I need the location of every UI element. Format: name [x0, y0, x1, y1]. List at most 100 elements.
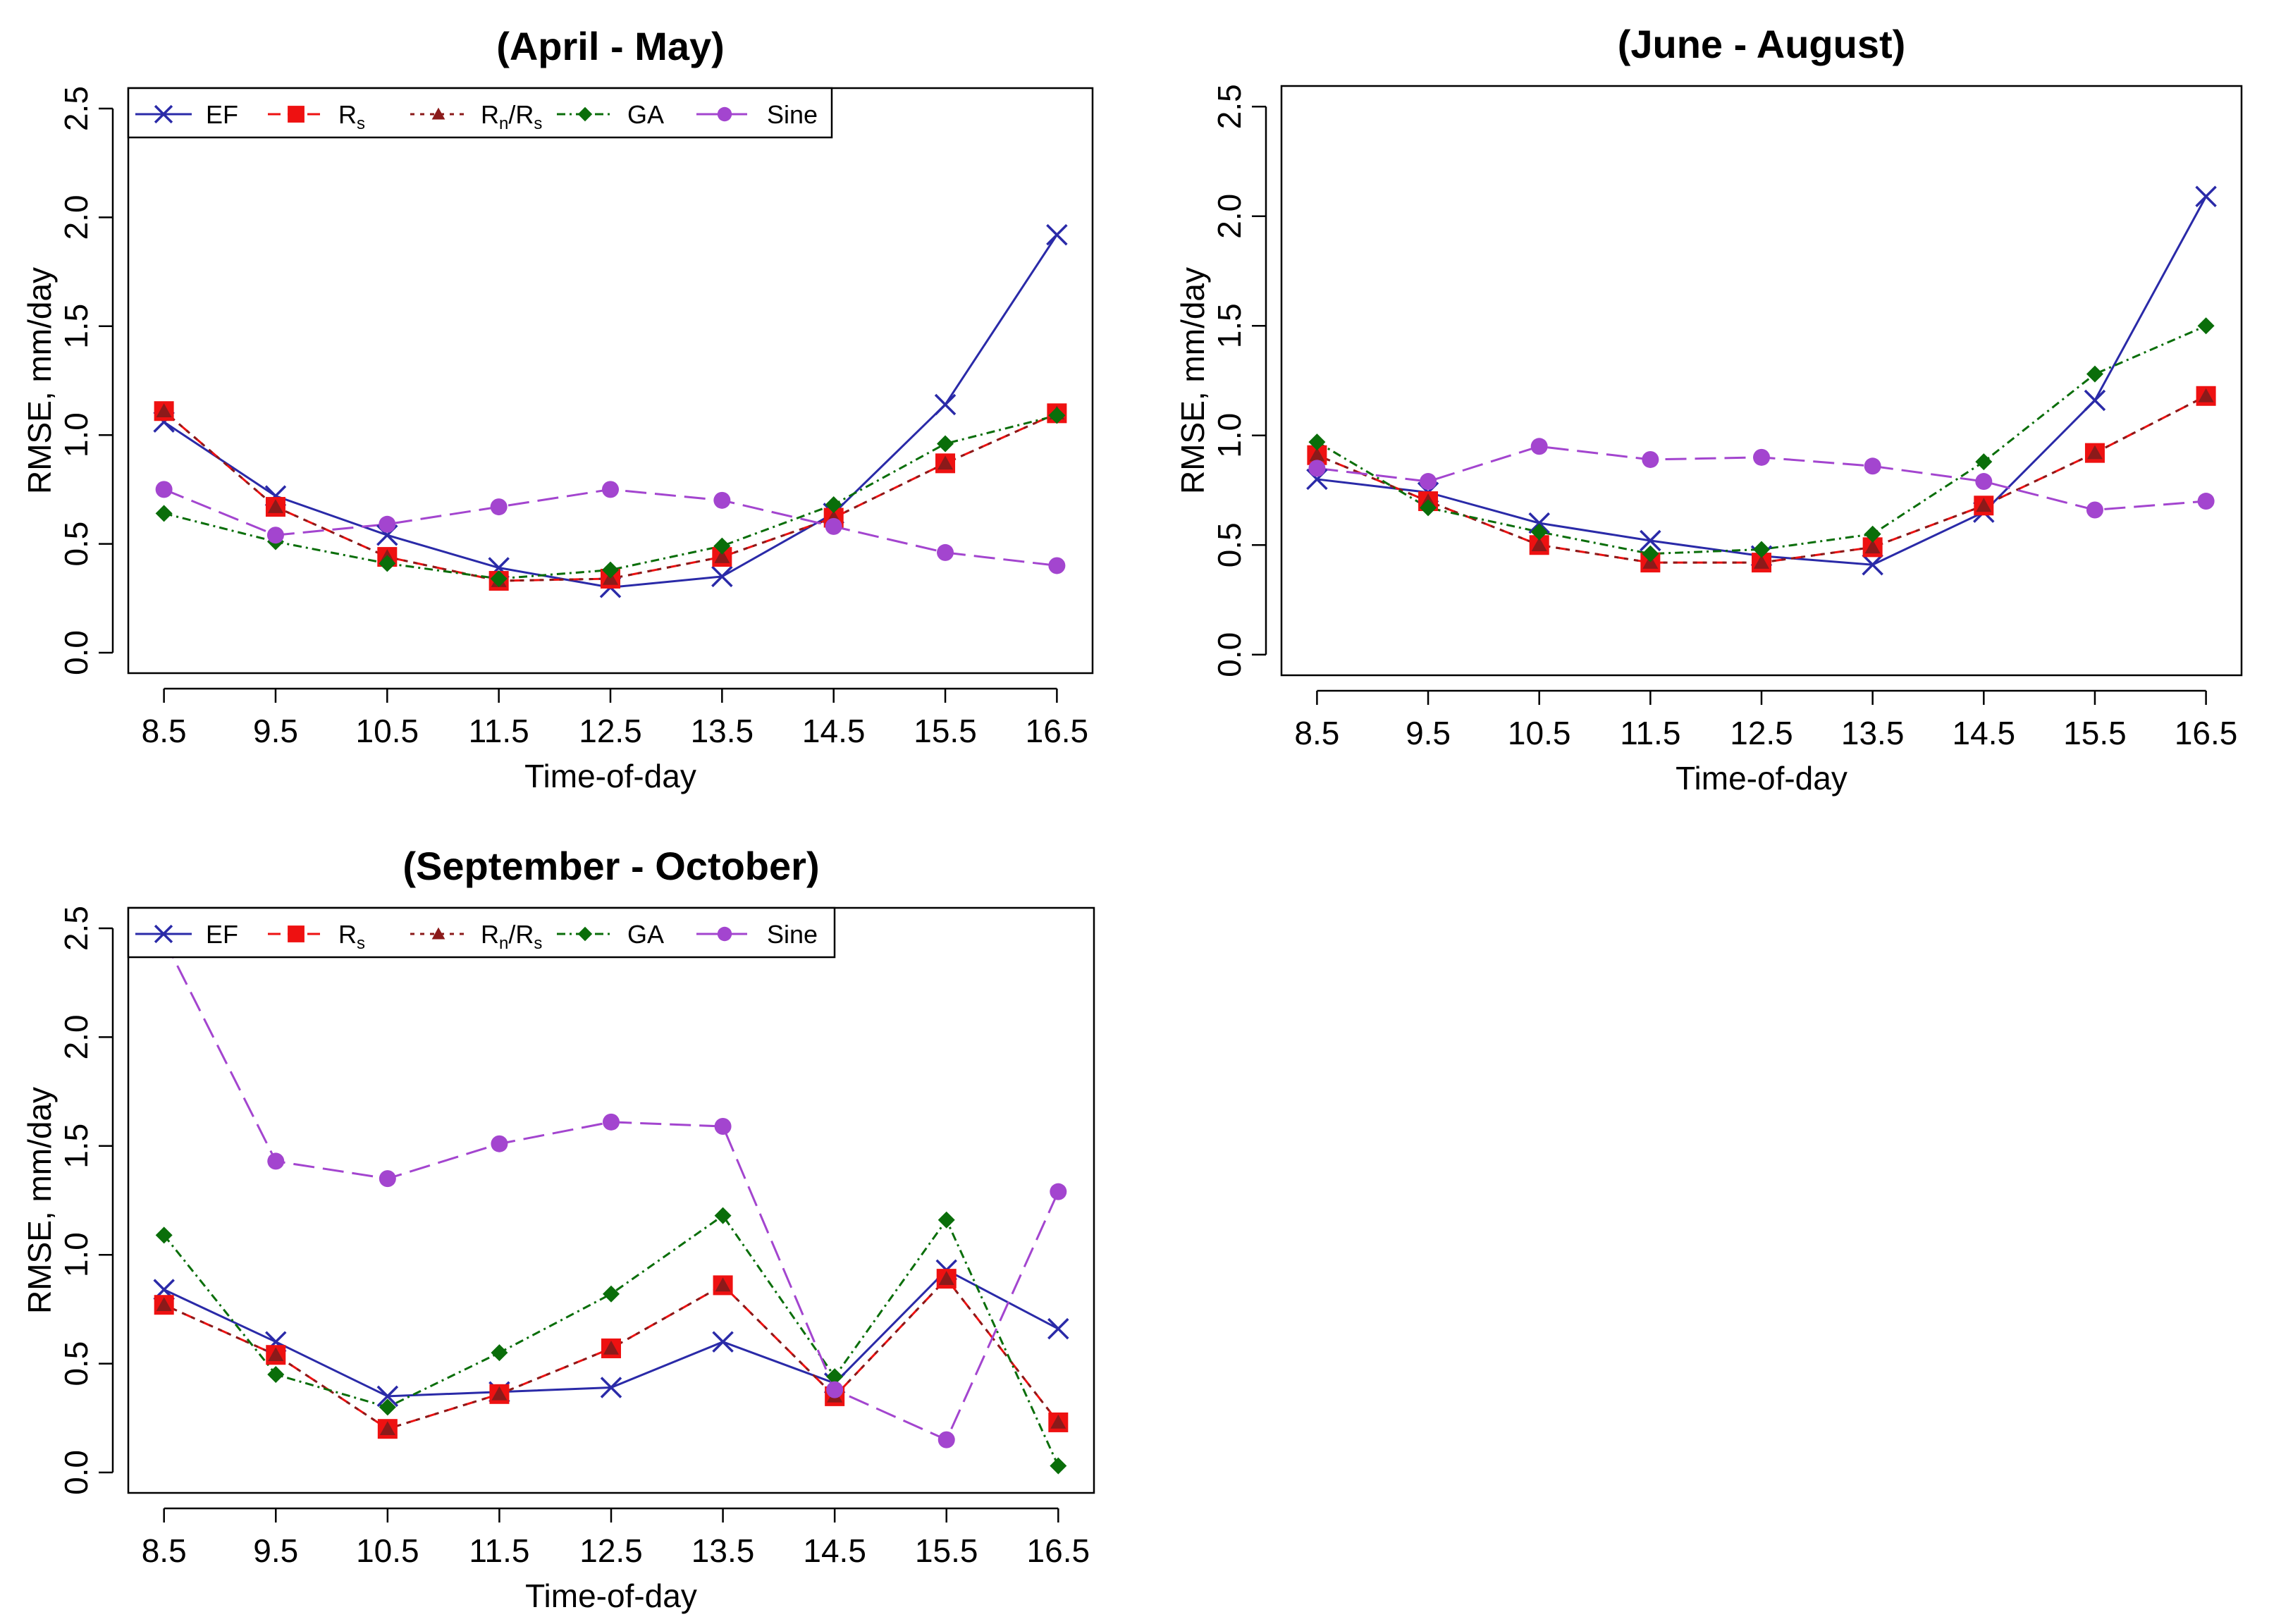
data-point-sine	[826, 1381, 844, 1398]
x-tick-label: 13.5	[691, 1532, 755, 1569]
series-line-ga	[164, 414, 1057, 580]
chart-panel-1: (April - May) 8.5 9.5 10.5 11.5 12.5 13.5 14.5 1…	[21, 24, 1094, 794]
legend-marker-ga	[577, 926, 593, 942]
y-axis-label: RMSE, mm/day	[21, 267, 58, 494]
data-point-rnrs	[2086, 445, 2103, 460]
x-tick-label: 14.5	[1953, 715, 2016, 751]
data-point-rnrs	[1976, 498, 1992, 512]
series-line-rs	[1316, 395, 2207, 564]
data-point-sine	[937, 1431, 955, 1448]
data-point-rnrs	[156, 1297, 172, 1312]
series-group	[1306, 185, 2217, 576]
legend-label-subscript: n	[499, 934, 508, 953]
data-point-rnrs	[267, 499, 283, 513]
legend-label-text: R	[481, 100, 499, 129]
series-line-sine	[164, 488, 1057, 567]
data-point-rnrs	[1864, 539, 1881, 554]
series-group	[153, 223, 1068, 598]
legend-label-text: R	[338, 100, 357, 129]
x-tick-label: 11.5	[469, 1532, 529, 1569]
y-tick-label: 2.0	[58, 195, 94, 240]
x-axis-label: Time-of-day	[525, 1577, 697, 1614]
chart-panel-2: (June - August) 8.5 9.5 10.5 11.5 12.5 13.5 14.…	[1174, 22, 2243, 796]
legend-marker-rs	[288, 106, 305, 123]
legend-label-ef: EF	[206, 920, 238, 949]
data-point-ga	[603, 1285, 620, 1303]
data-point-ga	[826, 1368, 844, 1386]
data-point-rnrs	[2198, 388, 2214, 402]
y-tick-label: 0.0	[1211, 632, 1248, 677]
x-axis-label: Time-of-day	[1676, 760, 1847, 796]
legend-label-subscript: s	[534, 934, 542, 953]
legend-label-ga: GA	[627, 100, 664, 129]
data-point-ga	[714, 1207, 732, 1224]
legend-label-text: GA	[627, 920, 664, 949]
data-point-rnrs	[379, 1421, 395, 1435]
y-axis-label: RMSE, mm/day	[1174, 267, 1211, 494]
data-point-ga	[379, 555, 396, 572]
data-point-sine	[379, 515, 396, 533]
y-tick-label: 2.0	[58, 1014, 94, 1059]
data-point-ga	[937, 435, 954, 453]
x-tick-label: 9.5	[253, 1532, 298, 1569]
data-point-sine	[267, 1152, 285, 1170]
legend-marker-rs	[288, 925, 305, 942]
x-tick-label: 12.5	[579, 713, 642, 749]
legend-label-text: EF	[206, 920, 238, 949]
data-point-sine	[714, 1118, 732, 1136]
data-point-sine	[266, 527, 284, 544]
legend-label-text: Sine	[767, 920, 818, 949]
legend-label-text: Sine	[767, 100, 818, 129]
legend-marker-rnrs	[431, 927, 445, 940]
data-point-sine	[155, 481, 173, 498]
data-point-rnrs	[156, 403, 172, 418]
legend-label-text: R	[338, 920, 357, 949]
data-point-ga	[2197, 317, 2215, 335]
data-point-sine	[602, 481, 619, 498]
data-point-ga	[713, 537, 731, 555]
legend-label-rs: Rs	[338, 920, 365, 953]
y-tick-label: 2.5	[58, 906, 94, 951]
y-tick-label: 0.5	[58, 1341, 94, 1386]
legend-marker-sine	[717, 926, 732, 942]
y-tick-label: 1.0	[58, 1232, 94, 1277]
y-tick-label: 1.0	[58, 412, 94, 457]
data-point-ga	[267, 1366, 285, 1384]
data-point-sine	[2197, 493, 2215, 510]
legend-label-subscript: n	[499, 114, 508, 133]
legend-marker-rnrs	[431, 107, 445, 120]
panel-title: (April - May)	[496, 24, 725, 68]
plot-frame	[1280, 85, 2243, 677]
y-axis-label: RMSE, mm/day	[21, 1087, 58, 1314]
x-tick-label: 13.5	[691, 713, 754, 749]
data-point-rnrs	[1531, 537, 1547, 552]
data-point-ef	[376, 1385, 399, 1408]
x-tick-label: 16.5	[1026, 713, 1089, 749]
x-tick-label: 8.5	[142, 1532, 187, 1569]
data-point-ga	[1050, 1457, 1067, 1475]
data-point-ef	[1528, 512, 1550, 534]
data-point-ga	[1642, 545, 1659, 562]
plot-frame	[127, 906, 1095, 1494]
data-point-ef	[711, 565, 733, 588]
x-tick-label: 8.5	[142, 713, 187, 749]
legend-label-subscript: s	[534, 114, 542, 133]
x-tick-label: 16.5	[2175, 715, 2238, 751]
data-point-sine	[1050, 1183, 1067, 1200]
data-point-ef	[1640, 529, 1661, 552]
x-tick-label: 9.5	[1406, 715, 1451, 751]
legend-marker-ga	[577, 106, 593, 122]
data-point-rnrs	[491, 1386, 508, 1401]
x-tick-label: 8.5	[1294, 715, 1339, 751]
data-point-ga	[1864, 525, 1881, 543]
y-tick-label: 0.0	[58, 630, 94, 675]
series-line-ga	[1316, 324, 2207, 555]
y-tick-label: 2.0	[1211, 194, 1248, 239]
data-point-rnrs	[938, 1271, 954, 1285]
data-point-ga	[1975, 453, 1993, 471]
data-point-sine	[379, 1170, 396, 1188]
series-group	[153, 930, 1069, 1475]
y-tick-label: 1.5	[58, 1124, 94, 1169]
x-tick-label: 10.5	[356, 713, 419, 749]
